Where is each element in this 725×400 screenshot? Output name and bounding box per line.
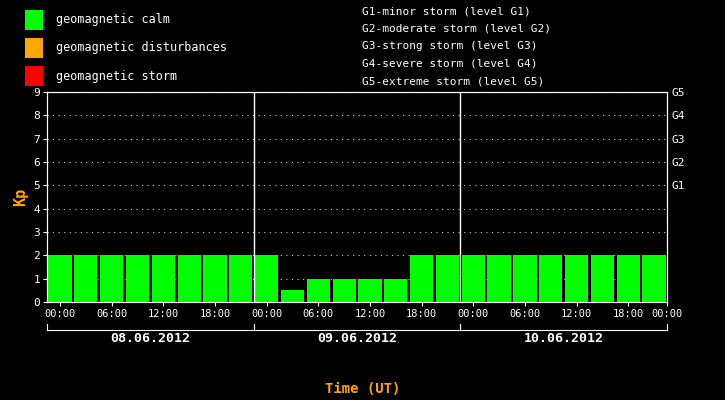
Bar bbox=[436, 255, 459, 302]
Bar bbox=[565, 255, 588, 302]
Bar bbox=[25, 10, 43, 30]
Bar bbox=[178, 255, 201, 302]
Bar bbox=[487, 255, 510, 302]
Bar bbox=[25, 38, 43, 58]
Bar bbox=[410, 255, 434, 302]
Bar bbox=[126, 255, 149, 302]
Text: G4-severe storm (level G4): G4-severe storm (level G4) bbox=[362, 59, 538, 69]
Text: geomagnetic disturbances: geomagnetic disturbances bbox=[56, 42, 227, 54]
Bar bbox=[539, 255, 563, 302]
Text: geomagnetic storm: geomagnetic storm bbox=[56, 70, 177, 83]
Bar bbox=[204, 255, 227, 302]
Bar bbox=[358, 279, 381, 302]
Text: G5-extreme storm (level G5): G5-extreme storm (level G5) bbox=[362, 76, 544, 86]
Bar bbox=[617, 255, 640, 302]
Text: G1-minor storm (level G1): G1-minor storm (level G1) bbox=[362, 6, 531, 16]
Bar bbox=[25, 66, 43, 86]
Text: G2-moderate storm (level G2): G2-moderate storm (level G2) bbox=[362, 24, 552, 34]
Bar bbox=[152, 255, 175, 302]
Bar bbox=[384, 279, 407, 302]
Bar bbox=[229, 255, 252, 302]
Text: geomagnetic calm: geomagnetic calm bbox=[56, 13, 170, 26]
Y-axis label: Kp: Kp bbox=[13, 188, 28, 206]
Bar bbox=[591, 255, 614, 302]
Bar bbox=[255, 255, 278, 302]
Text: 09.06.2012: 09.06.2012 bbox=[317, 332, 397, 345]
Bar bbox=[49, 255, 72, 302]
Bar bbox=[642, 255, 666, 302]
Text: Time (UT): Time (UT) bbox=[325, 382, 400, 396]
Bar bbox=[281, 290, 304, 302]
Text: 08.06.2012: 08.06.2012 bbox=[110, 332, 191, 345]
Bar bbox=[513, 255, 536, 302]
Text: 10.06.2012: 10.06.2012 bbox=[523, 332, 604, 345]
Bar bbox=[74, 255, 97, 302]
Text: G3-strong storm (level G3): G3-strong storm (level G3) bbox=[362, 41, 538, 51]
Bar bbox=[307, 279, 330, 302]
Bar bbox=[333, 279, 356, 302]
Bar bbox=[462, 255, 485, 302]
Bar bbox=[100, 255, 123, 302]
